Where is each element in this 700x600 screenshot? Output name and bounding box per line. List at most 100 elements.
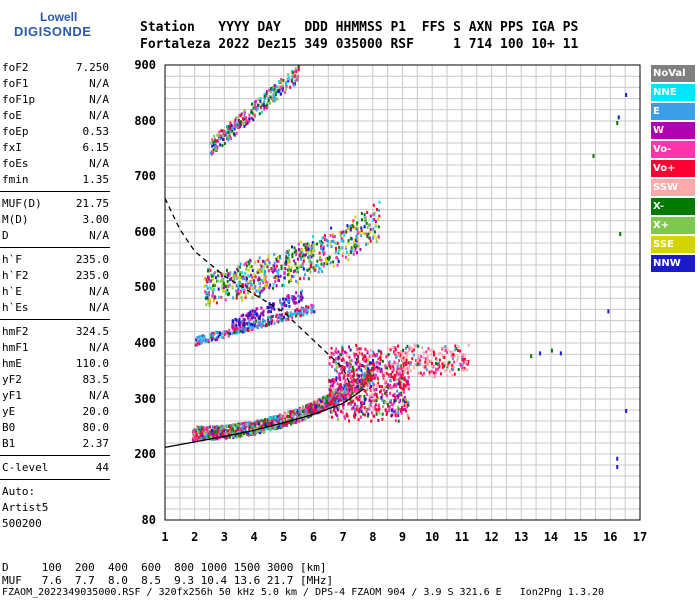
echo-point — [340, 388, 343, 392]
echo-point — [260, 424, 263, 428]
echo-point — [385, 366, 388, 370]
echo-point — [364, 398, 367, 402]
echo-point — [304, 245, 307, 249]
echo-point — [459, 349, 462, 353]
echo-point — [252, 425, 255, 429]
echo-point — [381, 373, 384, 377]
echo-point — [394, 413, 397, 416]
echo-point — [422, 351, 425, 355]
echo-point — [283, 276, 286, 280]
echo-point — [243, 323, 246, 327]
echo-point — [272, 96, 275, 100]
echo-point — [367, 412, 370, 416]
echo-point — [355, 353, 358, 356]
echo-point — [401, 354, 404, 358]
echo-point — [266, 306, 269, 310]
echo-point — [239, 327, 242, 331]
echo-point — [356, 380, 359, 384]
echo-point — [223, 427, 226, 431]
echo-point — [212, 282, 215, 286]
echo-point — [250, 322, 253, 326]
echo-point — [302, 405, 304, 409]
echo-point — [354, 413, 357, 416]
param-row: foEs N/A — [2, 156, 109, 172]
echo-point — [375, 387, 378, 391]
echo-point — [245, 119, 248, 123]
echo-point — [357, 374, 360, 378]
x-tick-label: 6 — [310, 530, 317, 544]
echo-point — [236, 329, 239, 333]
echo-point — [193, 435, 196, 439]
echo-point — [360, 379, 363, 383]
x-tick-label: 10 — [425, 530, 439, 544]
x-tick-label: 8 — [369, 530, 376, 544]
echo-point — [250, 326, 253, 330]
echo-point — [284, 271, 286, 275]
echo-point — [308, 248, 311, 252]
param-value: 21.75 — [75, 197, 109, 210]
echo-point — [268, 261, 271, 265]
echo-point — [391, 364, 394, 368]
echo-point — [461, 363, 464, 367]
echo-point — [213, 295, 216, 299]
echo-point — [321, 270, 324, 273]
echo-point — [365, 407, 368, 411]
echo-point — [256, 430, 259, 434]
echo-point — [335, 362, 338, 366]
echo-point — [252, 315, 255, 319]
echo-point — [298, 312, 301, 316]
param-key: fxI — [2, 141, 22, 154]
echo-point — [405, 380, 408, 383]
echo-point — [261, 110, 264, 114]
echo-point — [378, 235, 380, 239]
echo-point — [383, 388, 386, 392]
x-tick-label: 7 — [340, 530, 347, 544]
echo-point — [376, 208, 378, 211]
echo-point — [435, 357, 437, 361]
echo-point — [259, 430, 262, 434]
echo-point — [397, 394, 400, 398]
echo-point — [304, 273, 306, 277]
echo-point — [297, 418, 299, 422]
echo-point — [390, 408, 393, 412]
echo-point — [235, 124, 238, 128]
echo-point — [244, 428, 247, 432]
echo-point — [363, 377, 366, 381]
legend-item: Vo+ — [651, 160, 695, 177]
echo-point — [202, 426, 205, 430]
echo-point — [332, 235, 335, 239]
echo-point — [429, 359, 432, 363]
echo-point — [244, 272, 247, 275]
echo-point — [414, 363, 417, 367]
echo-point — [394, 351, 397, 355]
echo-point — [248, 113, 251, 117]
echo-point — [257, 106, 259, 110]
echo-point — [340, 358, 343, 362]
echo-point — [356, 237, 359, 241]
echo-point — [350, 251, 353, 255]
echo-point — [354, 242, 357, 246]
echo-point — [218, 434, 220, 438]
echo-point — [197, 335, 200, 339]
echo-point — [394, 419, 397, 423]
echo-point — [446, 368, 449, 372]
echo-point — [398, 377, 401, 381]
echo-point — [271, 86, 274, 90]
echo-point — [427, 347, 430, 351]
echo-point — [358, 407, 361, 411]
echo-point — [287, 294, 290, 298]
echo-point — [300, 415, 303, 419]
echo-point — [385, 412, 388, 416]
echo-point — [258, 425, 261, 429]
echo-point — [444, 369, 447, 373]
echo-point — [244, 422, 247, 426]
echo-point — [252, 118, 255, 122]
param-separator — [0, 455, 110, 456]
echo-point — [396, 362, 399, 365]
echo-point — [270, 320, 273, 324]
echo-point — [274, 98, 277, 102]
echo-point — [196, 343, 199, 347]
echo-point — [258, 256, 261, 260]
echo-point — [406, 371, 409, 375]
echo-point — [312, 253, 315, 257]
